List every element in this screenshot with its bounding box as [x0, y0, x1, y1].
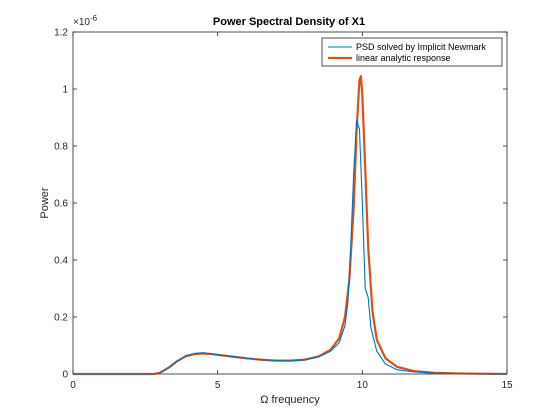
x-axis-label: Ω frequency [260, 394, 320, 406]
y-exponent-power: -6 [90, 14, 98, 23]
x-tick-label: 5 [215, 380, 221, 391]
legend-entry-label: PSD solved by Implicit Newmark [356, 42, 487, 52]
legend-box [321, 37, 503, 67]
x-tick-label: 10 [357, 380, 369, 391]
y-tick-label: 0.8 [54, 142, 68, 153]
y-axis-exponent: ×10-6 [73, 14, 98, 28]
y-tick-label: 0.6 [54, 199, 68, 210]
x-tick-label: 0 [70, 380, 76, 391]
legend-entry-label: linear analytic response [356, 53, 451, 63]
chart-title: Power Spectral Density of X1 [213, 16, 365, 28]
y-tick-label: 1 [62, 85, 68, 96]
y-axis-label: Power [39, 187, 51, 219]
y-tick-label: 0.4 [54, 256, 68, 267]
series-line-implicit-newmark [73, 119, 508, 375]
x-tick-label: 15 [501, 380, 513, 391]
y-tick-label: 1.2 [54, 28, 68, 39]
y-exponent-base: ×10 [73, 17, 90, 28]
y-tick-label: 0.2 [54, 313, 68, 324]
y-tick-label: 0 [62, 370, 68, 381]
series-line-linear-analytic [73, 75, 508, 376]
plot-area [72, 31, 508, 375]
